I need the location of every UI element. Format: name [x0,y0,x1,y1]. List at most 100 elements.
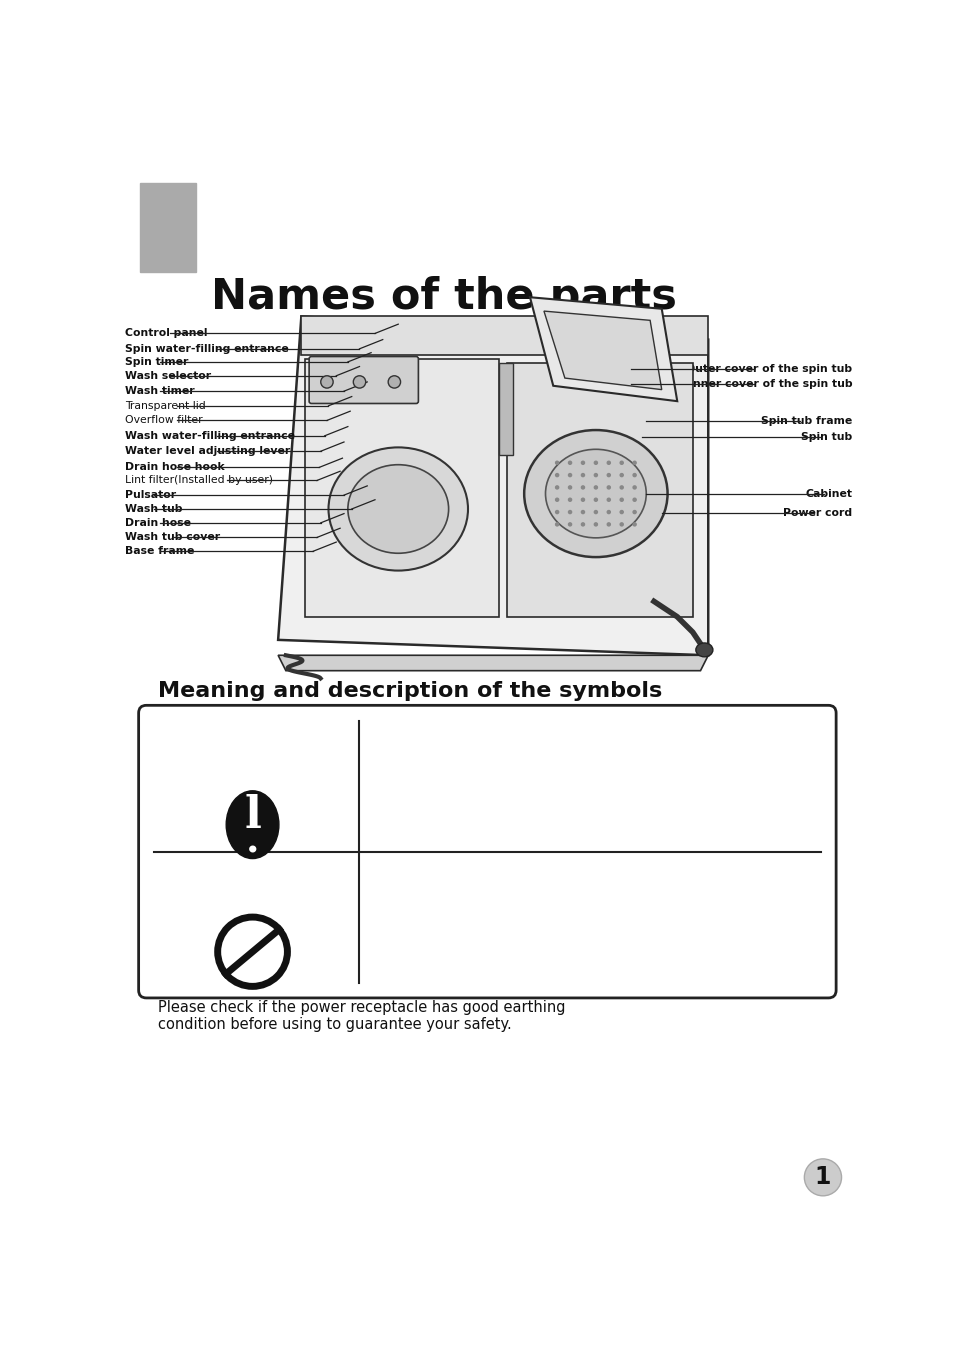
Text: Drain hose: Drain hose [125,517,192,528]
Circle shape [594,523,597,525]
Circle shape [555,523,558,525]
Circle shape [353,376,365,389]
Text: actions  may result  in damage of  the machine: actions may result in damage of the mach… [371,914,686,927]
Circle shape [594,474,597,477]
Circle shape [555,462,558,464]
Text: safety of   the users.  Please  operate in strict: safety of the users. Please operate in s… [371,777,679,791]
Text: Contents marked with that symbol are  related: Contents marked with that symbol are rel… [371,737,683,749]
Circle shape [594,498,597,501]
Text: Outer cover of the spin tub: Outer cover of the spin tub [685,364,852,374]
Circle shape [619,510,622,513]
Text: .: . [246,823,259,861]
Ellipse shape [226,791,278,858]
Circle shape [619,474,622,477]
Circle shape [607,498,610,501]
Text: condition before using to guarantee your safety.: condition before using to guarantee your… [158,1017,511,1032]
Circle shape [568,523,571,525]
Text: Wash water-filling entrance: Wash water-filling entrance [125,431,295,441]
Text: Base frame: Base frame [125,546,194,556]
Circle shape [633,510,636,513]
Circle shape [607,486,610,489]
Circle shape [633,486,636,489]
Text: Water level adjusting lever: Water level adjusting lever [125,447,291,456]
Text: to  the  safety  of  the product  and  the  personal: to the safety of the product and the per… [371,757,701,770]
Text: Wash timer: Wash timer [125,386,194,397]
Ellipse shape [523,431,667,556]
Text: Contents marked with that symbol are  actions: Contents marked with that symbol are act… [371,871,684,884]
Circle shape [320,376,333,389]
Circle shape [607,462,610,464]
Ellipse shape [348,464,448,554]
Circle shape [568,498,571,501]
Circle shape [633,498,636,501]
Circle shape [555,474,558,477]
Circle shape [580,510,584,513]
Text: cause damage of   the  machine  or  injure   the: cause damage of the machine or injure th… [371,819,694,833]
Text: Pulsator: Pulsator [125,490,176,500]
Polygon shape [278,317,707,655]
Circle shape [555,486,558,489]
Circle shape [580,462,584,464]
Text: Names of the parts: Names of the parts [211,276,676,318]
Circle shape [594,510,597,513]
FancyBboxPatch shape [309,356,418,403]
Text: l: l [244,793,261,837]
Text: forbidden  to perform. Performing of  those: forbidden to perform. Performing of thos… [371,892,662,906]
Text: Warning sign: Warning sign [193,743,311,762]
Circle shape [568,462,571,464]
Text: Meaning and description of the symbols: Meaning and description of the symbols [158,681,661,700]
Polygon shape [543,311,661,390]
Ellipse shape [545,450,645,538]
Circle shape [555,510,558,513]
Circle shape [633,474,636,477]
Ellipse shape [328,447,468,570]
Polygon shape [506,363,692,617]
Circle shape [580,498,584,501]
Circle shape [388,376,400,389]
Circle shape [555,498,558,501]
Text: Please check if the power receptacle has good earthing: Please check if the power receptacle has… [158,1001,565,1016]
Polygon shape [301,317,707,355]
Circle shape [633,523,636,525]
Text: personal safety  of the user.: personal safety of the user. [371,839,558,853]
Text: Spin water-filling entrance: Spin water-filling entrance [125,344,289,353]
Text: Spin tub: Spin tub [801,432,852,441]
Text: Spin timer: Spin timer [125,357,189,367]
Circle shape [594,486,597,489]
Circle shape [580,486,584,489]
Circle shape [619,523,622,525]
Polygon shape [530,298,677,401]
Bar [140,183,195,272]
Bar [498,363,513,455]
Circle shape [580,523,584,525]
Circle shape [619,486,622,489]
Text: or  injure the  personal  safety  of he user.: or injure the personal safety of he user… [371,936,651,949]
Text: Wash tub cover: Wash tub cover [125,532,220,543]
Text: Overflow filter: Overflow filter [125,416,203,425]
Polygon shape [305,359,498,617]
Circle shape [568,486,571,489]
Polygon shape [278,655,707,670]
Text: Cabinet: Cabinet [804,489,852,498]
Text: Control panel: Control panel [125,329,208,338]
Text: Wash tub: Wash tub [125,504,183,515]
Text: Transparent lid: Transparent lid [125,401,206,410]
Text: Inner cover of the spin tub: Inner cover of the spin tub [688,379,852,389]
Circle shape [607,474,610,477]
Circle shape [607,510,610,513]
Text: conformity  to  the  contents,  otherwise  it  may: conformity to the contents, otherwise it… [371,799,694,811]
Text: Drain hose hook: Drain hose hook [125,463,225,473]
Text: 1: 1 [814,1166,830,1189]
Text: Lint filter(Installed by user): Lint filter(Installed by user) [125,475,274,486]
Circle shape [619,498,622,501]
Text: Wash selector: Wash selector [125,371,212,380]
Circle shape [580,474,584,477]
Circle shape [568,474,571,477]
Text: Forbidding sign: Forbidding sign [183,867,321,886]
Circle shape [607,523,610,525]
Text: Spin tub frame: Spin tub frame [760,416,852,427]
Ellipse shape [695,643,712,657]
Circle shape [568,510,571,513]
Text: Power cord: Power cord [782,508,852,517]
Circle shape [619,462,622,464]
